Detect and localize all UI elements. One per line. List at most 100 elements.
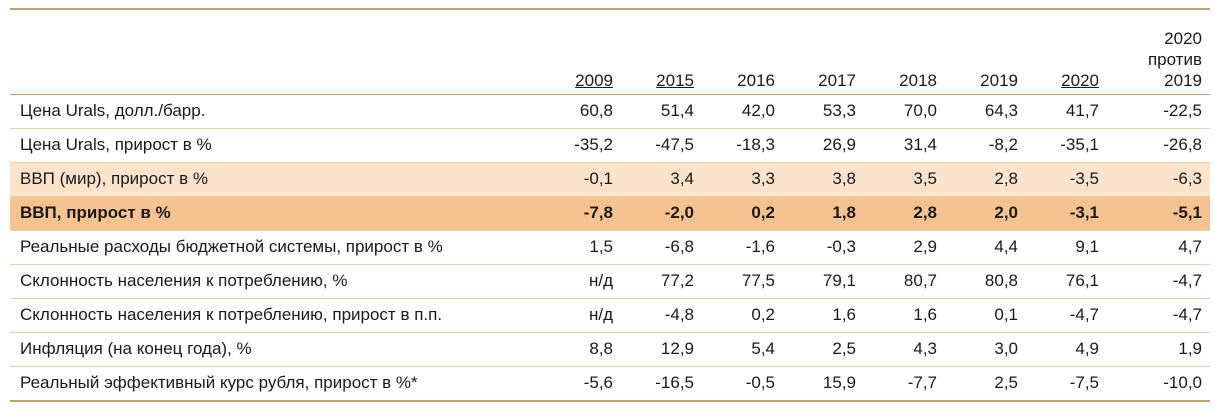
table-cell: 77,5 bbox=[702, 263, 783, 298]
table-cell: -4,7 bbox=[1107, 263, 1210, 298]
col-header-2020: 2020 bbox=[1061, 70, 1099, 90]
table-cell: 1,5 bbox=[540, 229, 621, 264]
table-cell: 77,2 bbox=[621, 263, 702, 298]
row-label: Реальные расходы бюджетной системы, прир… bbox=[10, 229, 540, 264]
row-label: Цена Urals, долл./барр. bbox=[10, 93, 540, 128]
table-cell: 76,1 bbox=[1026, 263, 1107, 298]
table-cell: 64,3 bbox=[945, 93, 1026, 128]
table-cell: -3,1 bbox=[1026, 195, 1107, 230]
table-row: ВВП (мир), прирост в % -0,1 3,4 3,3 3,8 3,5 2,… bbox=[10, 161, 1210, 196]
col-header-2020-vs-2019: 2020 против 2019 bbox=[1147, 28, 1202, 90]
table-cell: 0,2 bbox=[702, 297, 783, 332]
table-cell: -6,8 bbox=[621, 229, 702, 264]
table-cell: 1,9 bbox=[1107, 331, 1210, 366]
table-cell: н/д bbox=[540, 263, 621, 298]
col-header-2018: 2018 bbox=[899, 70, 937, 90]
table-cell: 4,4 bbox=[945, 229, 1026, 264]
table-cell: 5,4 bbox=[702, 331, 783, 366]
table-cell: -7,8 bbox=[540, 195, 621, 230]
table-cell: 2,5 bbox=[945, 365, 1026, 400]
table-cell: -26,8 bbox=[1107, 127, 1210, 162]
col-header-2016: 2016 bbox=[737, 70, 775, 90]
row-label: ВВП, прирост в % bbox=[10, 195, 540, 230]
table-row: Цена Urals, прирост в % -35,2 -47,5 -18,3 26… bbox=[10, 127, 1210, 162]
row-label: Цена Urals, прирост в % bbox=[10, 127, 540, 162]
header-row: 2009 2015 2016 2017 2018 2019 2020 2020 … bbox=[10, 10, 1210, 94]
col-header-2017: 2017 bbox=[818, 70, 856, 90]
table-cell: 4,3 bbox=[864, 331, 945, 366]
table-row: Реальный эффективный курс рубля, прирост… bbox=[10, 365, 1210, 400]
table-cell: -2,0 bbox=[621, 195, 702, 230]
table-cell: -7,7 bbox=[864, 365, 945, 400]
table-cell: -4,8 bbox=[621, 297, 702, 332]
bottom-rule bbox=[10, 399, 1210, 402]
table-cell: -5,6 bbox=[540, 365, 621, 400]
table-cell: -5,1 bbox=[1107, 195, 1210, 230]
table-cell: -18,3 bbox=[702, 127, 783, 162]
table-cell: 42,0 bbox=[702, 93, 783, 128]
table-cell: н/д bbox=[540, 297, 621, 332]
table-cell: -0,5 bbox=[702, 365, 783, 400]
table-cell: -16,5 bbox=[621, 365, 702, 400]
table-cell: 3,3 bbox=[702, 161, 783, 196]
table-cell: -22,5 bbox=[1107, 93, 1210, 128]
table-cell: 4,9 bbox=[1026, 331, 1107, 366]
table-cell: -0,3 bbox=[783, 229, 864, 264]
table-cell: 1,6 bbox=[864, 297, 945, 332]
table-row: Инфляция (на конец года), % 8,8 12,9 5,4 2,5… bbox=[10, 331, 1210, 366]
table-cell: 51,4 bbox=[621, 93, 702, 128]
table-cell: 31,4 bbox=[864, 127, 945, 162]
table-cell: -3,5 bbox=[1026, 161, 1107, 196]
table-cell: 3,5 bbox=[864, 161, 945, 196]
table-cell: 60,8 bbox=[540, 93, 621, 128]
table-cell: 80,8 bbox=[945, 263, 1026, 298]
table-cell: -6,3 bbox=[1107, 161, 1210, 196]
table-cell: 3,8 bbox=[783, 161, 864, 196]
table-cell: -0,1 bbox=[540, 161, 621, 196]
table-cell: 79,1 bbox=[783, 263, 864, 298]
table-row: Реальные расходы бюджетной системы, прир… bbox=[10, 229, 1210, 264]
row-label: Склонность населения к потреблению, прир… bbox=[10, 297, 540, 332]
table-cell: 3,0 bbox=[945, 331, 1026, 366]
table-cell: 12,9 bbox=[621, 331, 702, 366]
table-cell: 4,7 bbox=[1107, 229, 1210, 264]
table-cell: -7,5 bbox=[1026, 365, 1107, 400]
table-cell: 2,8 bbox=[945, 161, 1026, 196]
table-cell: 53,3 bbox=[783, 93, 864, 128]
table-cell: 9,1 bbox=[1026, 229, 1107, 264]
row-label: Реальный эффективный курс рубля, прирост… bbox=[10, 365, 540, 400]
table-cell: 2,9 bbox=[864, 229, 945, 264]
table-cell: 80,7 bbox=[864, 263, 945, 298]
row-label: Склонность населения к потреблению, % bbox=[10, 263, 540, 298]
table-cell: 2,0 bbox=[945, 195, 1026, 230]
header-label-cell bbox=[10, 10, 540, 94]
table-row: Цена Urals, долл./барр. 60,8 51,4 42,0 53,3 7… bbox=[10, 93, 1210, 128]
table-cell: -1,6 bbox=[702, 229, 783, 264]
row-label: ВВП (мир), прирост в % bbox=[10, 161, 540, 196]
table-cell: -4,7 bbox=[1107, 297, 1210, 332]
table-cell: -35,2 bbox=[540, 127, 621, 162]
macro-indicators-table: 2009 2015 2016 2017 2018 2019 2020 2020 … bbox=[10, 8, 1210, 402]
table-cell: -10,0 bbox=[1107, 365, 1210, 400]
table-cell: -47,5 bbox=[621, 127, 702, 162]
table-cell: 3,4 bbox=[621, 161, 702, 196]
row-label: Инфляция (на конец года), % bbox=[10, 331, 540, 366]
table-cell: 70,0 bbox=[864, 93, 945, 128]
table-body: Цена Urals, долл./барр. 60,8 51,4 42,0 53,3 7… bbox=[10, 93, 1210, 400]
table-cell: 0,2 bbox=[702, 195, 783, 230]
table-cell: -8,2 bbox=[945, 127, 1026, 162]
table-row: ВВП, прирост в % -7,8 -2,0 0,2 1,8 2,8 2,0 -3,1… bbox=[10, 195, 1210, 230]
table-cell: -4,7 bbox=[1026, 297, 1107, 332]
table-cell: -35,1 bbox=[1026, 127, 1107, 162]
top-rule bbox=[10, 8, 1210, 10]
table-cell: 1,6 bbox=[783, 297, 864, 332]
table-cell: 0,1 bbox=[945, 297, 1026, 332]
table-cell: 2,5 bbox=[783, 331, 864, 366]
table-cell: 2,8 bbox=[864, 195, 945, 230]
table-row: Склонность населения к потреблению, прир… bbox=[10, 297, 1210, 332]
table-cell: 41,7 bbox=[1026, 93, 1107, 128]
table-cell: 8,8 bbox=[540, 331, 621, 366]
table-cell: 15,9 bbox=[783, 365, 864, 400]
col-header-2019: 2019 bbox=[980, 70, 1018, 90]
table-cell: 1,8 bbox=[783, 195, 864, 230]
